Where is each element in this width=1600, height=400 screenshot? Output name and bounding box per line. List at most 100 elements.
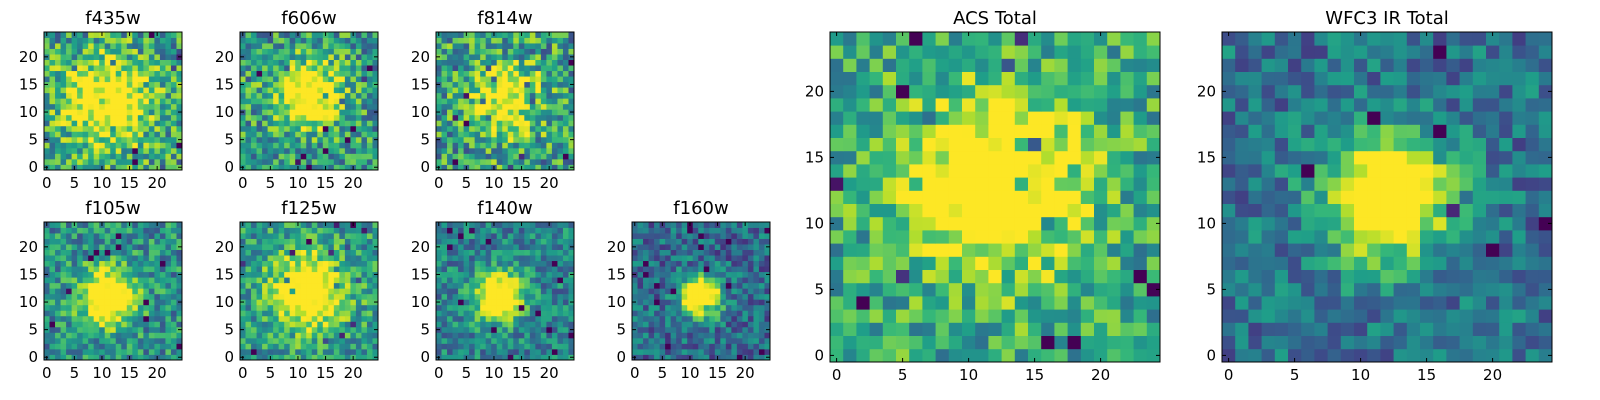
heatmap-cell xyxy=(333,249,340,256)
heatmap-cell xyxy=(245,103,252,110)
heatmap-cell xyxy=(372,266,379,273)
heatmap-cell xyxy=(311,48,318,55)
heatmap-cell xyxy=(176,337,183,344)
heatmap-cell xyxy=(557,120,564,127)
heatmap-cell xyxy=(165,153,172,160)
heatmap-cell xyxy=(496,164,503,171)
heatmap-cell xyxy=(714,348,721,355)
heatmap-cell xyxy=(551,136,558,143)
heatmap-cell xyxy=(71,343,78,350)
heatmap-cell xyxy=(306,277,313,284)
heatmap-cell xyxy=(665,249,672,256)
heatmap-cell xyxy=(262,343,268,350)
heatmap-cell xyxy=(71,147,78,154)
heatmap-cell xyxy=(469,153,476,160)
heatmap-cell xyxy=(909,335,923,350)
heatmap-cell xyxy=(698,304,705,311)
heatmap-cell xyxy=(513,70,520,77)
heatmap-cell xyxy=(143,87,150,94)
heatmap-cell xyxy=(262,332,268,339)
heatmap-cell xyxy=(344,81,351,88)
heatmap-cell xyxy=(333,293,340,300)
heatmap-cell xyxy=(121,222,128,228)
heatmap-cell xyxy=(935,230,950,244)
heatmap-cell xyxy=(742,337,749,344)
heatmap-cell xyxy=(753,222,760,228)
heatmap-cell xyxy=(245,260,252,267)
heatmap-cell xyxy=(562,109,569,116)
heatmap-cell xyxy=(551,348,558,355)
heatmap-cell xyxy=(562,238,569,245)
heatmap-cell xyxy=(148,43,155,49)
heatmap-cell xyxy=(452,136,459,143)
heatmap-cell xyxy=(159,48,166,55)
heatmap-cell xyxy=(317,304,324,311)
heatmap-cell xyxy=(648,282,655,289)
heatmap-cell xyxy=(159,54,166,60)
heatmap-cell xyxy=(71,136,78,143)
heatmap-cell xyxy=(546,147,553,154)
heatmap-cell xyxy=(709,238,716,245)
heatmap-cell xyxy=(474,348,481,355)
heatmap-cell xyxy=(720,260,727,267)
heatmap-cell xyxy=(441,70,448,77)
heatmap-cell xyxy=(524,136,531,143)
heatmap-cell xyxy=(99,120,106,127)
heatmap-cell xyxy=(496,315,503,322)
heatmap-cell xyxy=(458,131,464,138)
heatmap-cell xyxy=(66,271,72,278)
heatmap-cell xyxy=(121,337,128,344)
heatmap-cell xyxy=(251,238,257,245)
heatmap-cell xyxy=(306,222,313,228)
heatmap-cell xyxy=(110,164,117,171)
heatmap-cell xyxy=(1094,335,1108,350)
heatmap-cell xyxy=(975,296,989,310)
heatmap-cell xyxy=(557,321,564,328)
heatmap-cell xyxy=(165,348,172,355)
heatmap-cell xyxy=(546,255,553,262)
heatmap-cell xyxy=(513,238,520,245)
heatmap-cell xyxy=(692,233,699,239)
heatmap-cell xyxy=(962,216,976,231)
heatmap-cell xyxy=(843,177,857,191)
heatmap-cell xyxy=(524,59,531,66)
heatmap-cell xyxy=(328,136,335,143)
heatmap-cell xyxy=(317,299,324,306)
heatmap-cell xyxy=(648,293,655,300)
heatmap-cell xyxy=(245,310,252,317)
heatmap-cell xyxy=(1001,269,1016,284)
heatmap-cell xyxy=(447,326,453,333)
y-tick-label: 10 xyxy=(411,293,430,311)
heatmap-cell xyxy=(240,98,246,105)
heatmap-cell xyxy=(507,109,514,116)
heatmap-cell xyxy=(764,293,771,300)
heatmap-cell xyxy=(170,92,177,99)
heatmap-cell xyxy=(659,282,666,289)
heatmap-cell xyxy=(82,98,89,105)
heatmap-cell xyxy=(165,255,172,262)
heatmap-cell xyxy=(665,238,672,245)
heatmap-cell xyxy=(703,293,710,300)
heatmap-cell xyxy=(692,238,699,245)
heatmap-cell xyxy=(159,249,166,256)
heatmap-cell xyxy=(502,48,509,55)
heatmap-cell xyxy=(709,271,716,278)
heatmap-cell xyxy=(256,142,263,149)
heatmap-cell xyxy=(922,348,936,363)
heatmap-cell xyxy=(458,277,464,284)
heatmap-cell xyxy=(165,147,172,154)
heatmap-cell xyxy=(82,222,89,228)
heatmap-cell xyxy=(176,103,183,110)
heatmap-cell xyxy=(333,76,340,83)
heatmap-cell xyxy=(703,255,710,262)
heatmap-cell xyxy=(132,288,139,295)
heatmap-cell xyxy=(742,255,749,262)
heatmap-cell xyxy=(692,304,699,311)
heatmap-cell xyxy=(82,92,89,99)
heatmap-cell xyxy=(452,158,459,165)
heatmap-cell xyxy=(436,277,442,284)
heatmap-cell xyxy=(240,147,246,154)
heatmap-cell xyxy=(99,54,106,60)
heatmap-cell xyxy=(240,348,246,355)
